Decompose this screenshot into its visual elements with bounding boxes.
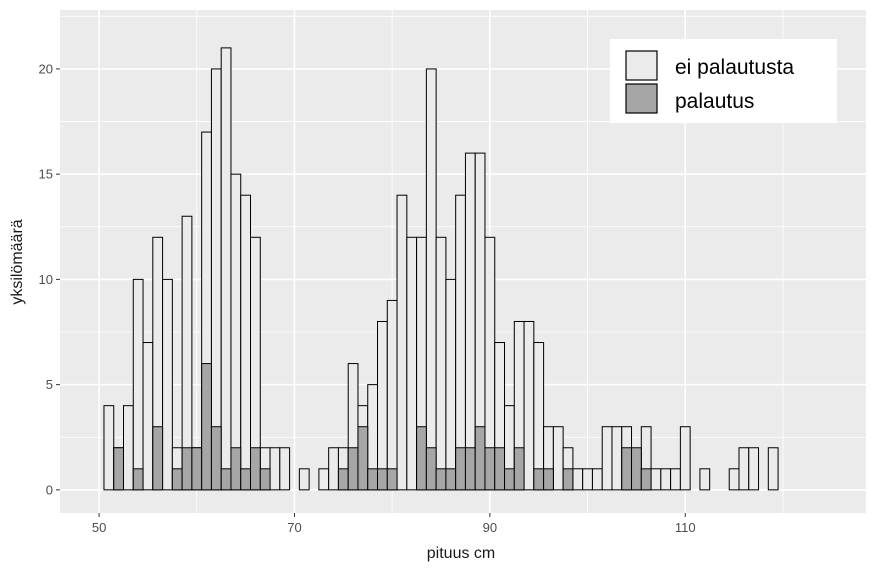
bar-palautus — [484, 447, 496, 491]
bar-palautus — [191, 447, 203, 491]
bar-palautus — [631, 447, 642, 491]
x-tick-label: 110 — [675, 520, 696, 535]
bar-ei-palautusta — [582, 468, 593, 491]
bar-palautus — [455, 447, 466, 491]
x-tick-label: 70 — [287, 520, 301, 535]
bar-ei-palautusta — [230, 173, 242, 491]
bar-palautus — [445, 468, 457, 491]
y-axis-title: yksilömäärä — [9, 219, 26, 304]
bar-palautus — [435, 468, 447, 491]
bar-palautus — [152, 426, 164, 491]
x-tick-label: 90 — [483, 520, 497, 535]
bar-palautus — [181, 447, 193, 491]
legend: ei palautusta palautus — [610, 39, 837, 123]
y-tick-label: 20 — [39, 61, 53, 76]
bar-palautus — [367, 468, 379, 491]
bar-palautus — [543, 468, 554, 491]
bar-ei-palautusta — [123, 405, 134, 491]
bar-ei-palautusta — [455, 194, 466, 491]
bar-palautus — [513, 447, 525, 491]
bar-palautus — [171, 468, 183, 491]
bar-palautus — [357, 426, 369, 491]
bar-ei-palautusta — [377, 320, 388, 491]
bar-ei-palautusta — [318, 468, 330, 491]
bar-palautus — [377, 468, 388, 491]
bar-ei-palautusta — [748, 447, 760, 491]
bar-ei-palautusta — [572, 468, 584, 491]
bar-palautus — [621, 447, 633, 491]
bar-ei-palautusta — [611, 426, 623, 491]
y-tick-label: 5 — [46, 377, 53, 392]
bar-ei-palautusta — [269, 447, 281, 491]
bar-palautus — [113, 447, 125, 491]
bar-ei-palautusta — [435, 236, 447, 491]
bar-ei-palautusta — [425, 68, 437, 491]
bar-ei-palautusta — [533, 342, 545, 491]
bar-ei-palautusta — [601, 426, 613, 491]
bar-ei-palautusta — [679, 426, 691, 491]
bar-ei-palautusta — [396, 194, 408, 491]
bar-palautus — [640, 468, 652, 491]
bar-palautus — [132, 468, 144, 491]
bar-palautus — [210, 426, 222, 491]
bar-ei-palautusta — [142, 342, 154, 491]
y-tick-label: 0 — [46, 482, 53, 497]
bar-palautus — [220, 468, 232, 491]
bar-palautus — [464, 447, 476, 491]
series-palautus — [113, 363, 652, 491]
bar-ei-palautusta — [406, 236, 418, 491]
bar-palautus — [562, 468, 574, 491]
bar-ei-palautusta — [738, 447, 750, 491]
bar-ei-palautusta — [699, 468, 711, 491]
y-axis: 0 5 10 15 20 — [39, 61, 60, 497]
bar-palautus — [337, 468, 349, 491]
bar-ei-palautusta — [328, 447, 339, 491]
bar-palautus — [347, 447, 359, 491]
x-axis-title: pituus cm — [427, 545, 495, 562]
bar-palautus — [250, 447, 261, 491]
bar-ei-palautusta — [279, 447, 291, 491]
bar-ei-palautusta — [386, 299, 398, 491]
bar-ei-palautusta — [591, 468, 603, 491]
bar-palautus — [533, 468, 545, 491]
bar-ei-palautusta — [660, 468, 672, 491]
bar-ei-palautusta — [767, 447, 779, 491]
bar-ei-palautusta — [552, 426, 564, 491]
x-axis: 50 70 90 110 — [92, 513, 696, 535]
bar-palautus — [474, 426, 486, 491]
legend-label-palautus: palautus — [675, 90, 754, 113]
bar-palautus — [230, 447, 242, 491]
y-tick-label: 10 — [39, 272, 53, 287]
bar-ei-palautusta — [162, 278, 173, 491]
bar-ei-palautusta — [220, 47, 232, 491]
bar-ei-palautusta — [728, 468, 740, 491]
legend-key-ei-palautusta — [625, 50, 658, 81]
bar-palautus — [240, 468, 252, 491]
bar-ei-palautusta — [670, 468, 681, 491]
y-tick-label: 15 — [39, 167, 53, 182]
bar-palautus — [259, 468, 271, 491]
bar-palautus — [494, 447, 506, 491]
bar-palautus — [425, 447, 437, 491]
legend-key-palautus — [625, 83, 658, 114]
bar-palautus — [201, 363, 212, 491]
bar-palautus — [416, 426, 427, 491]
x-tick-label: 50 — [92, 520, 106, 535]
bar-palautus — [386, 468, 398, 491]
legend-label-ei-palautusta: ei palautusta — [675, 56, 794, 79]
bar-ei-palautusta — [523, 320, 535, 491]
bar-ei-palautusta — [132, 278, 144, 491]
bar-ei-palautusta — [103, 405, 115, 491]
bar-ei-palautusta — [240, 194, 252, 491]
bar-ei-palautusta — [445, 278, 457, 491]
bar-ei-palautusta — [298, 468, 310, 491]
bar-palautus — [504, 468, 515, 491]
bar-ei-palautusta — [650, 468, 662, 491]
bar-ei-palautusta — [464, 152, 476, 491]
